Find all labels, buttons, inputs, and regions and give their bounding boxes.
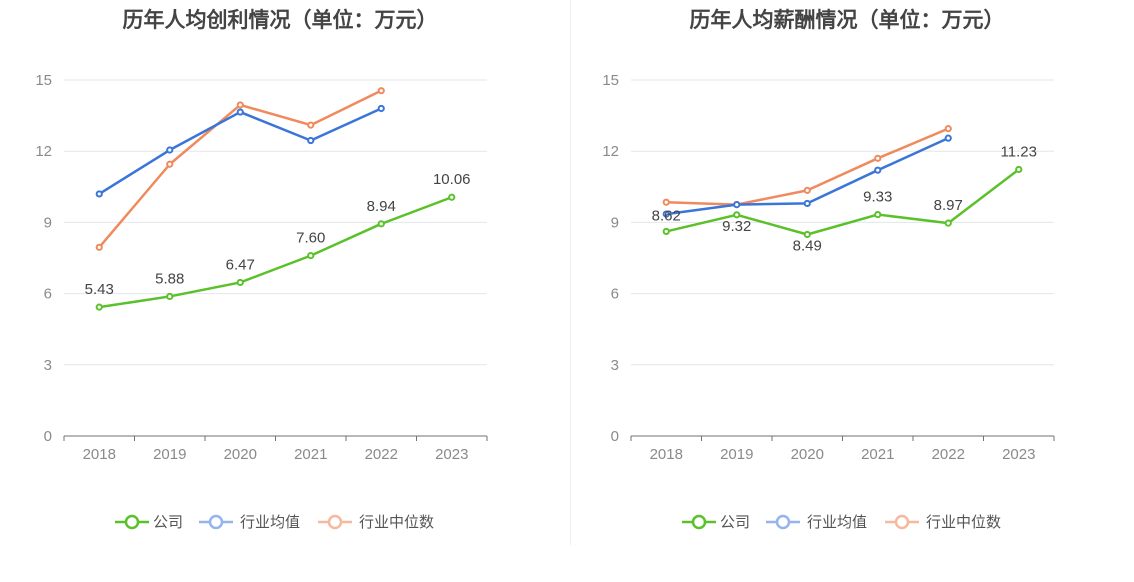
data-point[interactable]	[662, 210, 670, 218]
panel-divider	[570, 0, 571, 545]
legend-label: 公司	[720, 513, 750, 531]
data-point[interactable]	[236, 108, 244, 116]
profit-chart: 历年人均创利情况（单位：万元） 0 3 6 9 12 15 2018 2019 2020 2021 2…	[35, 8, 488, 531]
data-label: 10.06	[433, 171, 471, 188]
data-point[interactable]	[236, 278, 244, 287]
y-tick-label: 3	[611, 357, 619, 374]
data-point[interactable]	[874, 210, 882, 219]
legend-item[interactable]: 行业均值	[199, 513, 300, 531]
data-point[interactable]	[733, 211, 741, 219]
data-label: 9.32	[722, 218, 751, 235]
legend-label: 行业均值	[807, 513, 867, 531]
y-tick-label: 9	[611, 214, 619, 231]
data-point[interactable]	[803, 199, 811, 208]
x-tick-label: 2021	[294, 446, 327, 463]
y-tick-label: 0	[611, 428, 619, 445]
legend-item[interactable]: 公司	[115, 513, 183, 531]
data-point[interactable]	[874, 166, 882, 174]
data-label: 5.88	[155, 270, 184, 287]
y-tick-label: 12	[35, 143, 52, 160]
legend-item[interactable]: 公司	[682, 513, 750, 531]
legend-marker	[691, 514, 707, 530]
legend-label: 行业中位数	[926, 513, 1001, 531]
data-point[interactable]	[944, 125, 952, 133]
x-tick-label: 2021	[861, 446, 894, 463]
data-point[interactable]	[307, 252, 315, 260]
data-point[interactable]	[307, 136, 315, 145]
x-tick-label: 2020	[791, 446, 824, 463]
legend-marker	[208, 514, 224, 530]
data-point[interactable]	[166, 292, 174, 301]
chart-panel-profit: 历年人均创利情况（单位：万元） 0 3 6 9 12 15 2018 2019 2020 2021 2…	[35, 8, 488, 531]
y-tick-label: 12	[602, 143, 619, 160]
x-tick-label: 2018	[83, 446, 116, 463]
y-tick-label: 15	[602, 72, 619, 89]
legend-marker	[775, 514, 791, 530]
data-point[interactable]	[377, 87, 385, 95]
data-label: 11.23	[1001, 143, 1037, 160]
data-point[interactable]	[95, 243, 103, 251]
data-point[interactable]	[944, 134, 952, 142]
data-point[interactable]	[95, 190, 103, 198]
data-point[interactable]	[448, 193, 456, 201]
y-tick-label: 3	[44, 357, 52, 374]
data-label: 8.94	[367, 198, 396, 215]
data-point[interactable]	[236, 101, 244, 109]
series-line-0	[99, 196, 453, 309]
data-point[interactable]	[166, 160, 174, 168]
x-tick-label: 2023	[1002, 446, 1035, 463]
chart-title: 历年人均创利情况（单位：万元）	[123, 8, 438, 32]
y-tick-label: 0	[44, 428, 52, 445]
data-point[interactable]	[662, 227, 670, 236]
legend-marker	[124, 514, 140, 530]
legend-label: 公司	[153, 513, 183, 531]
data-point[interactable]	[307, 121, 315, 129]
data-point[interactable]	[803, 230, 811, 239]
data-point[interactable]	[377, 220, 385, 228]
data-point[interactable]	[874, 154, 882, 162]
data-point[interactable]	[944, 219, 952, 227]
legend-item[interactable]: 行业中位数	[885, 513, 1001, 531]
data-point[interactable]	[733, 201, 741, 209]
y-tick-label: 15	[35, 72, 52, 89]
data-point[interactable]	[377, 104, 385, 113]
data-label: 8.49	[793, 238, 822, 255]
y-tick-label: 9	[44, 214, 52, 231]
chart-panel-salary: 历年人均薪酬情况（单位：万元） 0 3 6 9 12 15 2018 2019 2020 2021 2…	[567, 0, 1134, 582]
legend-label: 行业均值	[240, 513, 300, 531]
y-tick-label: 6	[611, 286, 619, 303]
data-point[interactable]	[1015, 165, 1023, 174]
legend-marker	[894, 514, 910, 530]
y-tick-label: 6	[44, 286, 52, 303]
legend-marker	[327, 514, 343, 530]
x-tick-label: 2019	[153, 446, 186, 463]
chart-title: 历年人均薪酬情况（单位：万元）	[690, 8, 1005, 32]
x-tick-label: 2023	[435, 446, 468, 463]
data-point[interactable]	[166, 146, 174, 154]
data-label: 8.62	[652, 207, 681, 224]
data-label: 7.60	[296, 230, 325, 247]
x-tick-label: 2019	[720, 446, 753, 463]
legend-label: 行业中位数	[359, 513, 434, 531]
x-tick-label: 2018	[650, 446, 683, 463]
legend-item[interactable]: 行业中位数	[318, 513, 434, 531]
data-point[interactable]	[662, 198, 670, 206]
data-label: 9.33	[863, 189, 892, 206]
x-tick-label: 2020	[224, 446, 257, 463]
data-label: 5.43	[85, 281, 114, 298]
salary-chart: 历年人均薪酬情况（单位：万元） 0 3 6 9 12 15 2018 2019 2020 2021 2…	[602, 8, 1055, 531]
data-label: 8.97	[934, 197, 963, 214]
x-tick-label: 2022	[932, 446, 965, 463]
data-point[interactable]	[95, 303, 103, 311]
series-line-0	[665, 168, 1020, 236]
data-label: 6.47	[226, 256, 255, 273]
data-point[interactable]	[803, 186, 811, 194]
legend-item[interactable]: 行业均值	[766, 513, 867, 531]
x-tick-label: 2022	[365, 446, 398, 463]
